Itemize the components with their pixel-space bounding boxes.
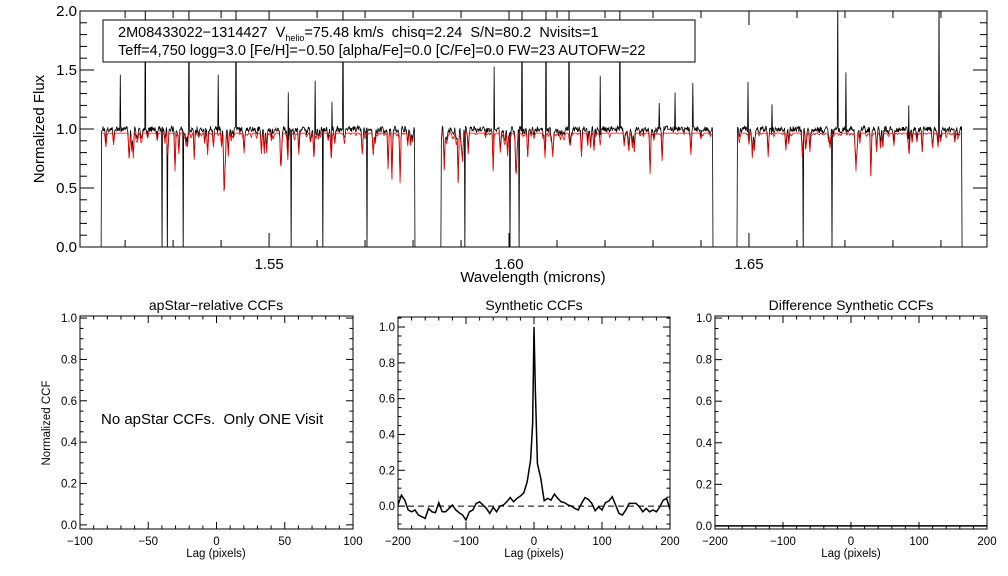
apstar-ccf-panel: apStar−relative CCFs −100 −50 0 50 100 0.0 0.2… bbox=[41, 297, 363, 560]
spectrum-ylabel: Normalized Flux bbox=[31, 74, 48, 183]
x-tick-label: 100 bbox=[592, 536, 611, 548]
no-ccf-annotation: No apStar CCFs. Only ONE Visit bbox=[101, 411, 324, 428]
observed-spectrum-line bbox=[440, 11, 714, 247]
difference-ccf-xlabel: Lag (pixels) bbox=[821, 548, 881, 560]
y-tick-label: 0.4 bbox=[379, 429, 396, 441]
apstar-ccf-xlabel: Lag (pixels) bbox=[186, 548, 246, 560]
y-tick-label: 0.0 bbox=[56, 239, 77, 256]
apstar-ccf-title: apStar−relative CCFs bbox=[149, 297, 283, 313]
y-tick-label: 0.2 bbox=[61, 479, 77, 491]
synthetic-ccf-line bbox=[398, 327, 670, 522]
y-tick-label: 0.4 bbox=[696, 438, 713, 450]
y-tick-label: 0.6 bbox=[61, 396, 77, 408]
x-tick-label: 1.60 bbox=[494, 256, 523, 273]
vhelio-value: =75.48 km/s bbox=[304, 25, 383, 41]
model-spectrum-line bbox=[102, 132, 414, 191]
star-id: 2M08433022−1314427 bbox=[118, 25, 268, 41]
x-tick-label: 0 bbox=[531, 536, 537, 548]
x-tick-label: 0 bbox=[848, 536, 854, 548]
y-tick-label: 0.0 bbox=[61, 520, 77, 532]
x-tick-label: 200 bbox=[977, 536, 996, 548]
x-tick-label: 1.55 bbox=[254, 256, 283, 273]
x-tick-label: −100 bbox=[453, 536, 479, 548]
y-tick-label: 2.0 bbox=[56, 3, 77, 20]
x-tick-label: 100 bbox=[909, 536, 928, 548]
y-tick-label: 0.4 bbox=[61, 437, 78, 449]
x-tick-label: 50 bbox=[278, 536, 291, 548]
spectrum-data bbox=[100, 11, 963, 247]
synthetic-ccf-xlabel: Lag (pixels) bbox=[504, 548, 564, 560]
y-tick-label: 0.6 bbox=[379, 394, 395, 406]
vhelio-label: V bbox=[276, 25, 286, 41]
apstar-ccf-ylabel: Normalized CCF bbox=[41, 381, 53, 466]
y-tick-label: 0.8 bbox=[379, 358, 395, 370]
model-spectrum-line bbox=[442, 132, 712, 184]
y-tick-label: 0.2 bbox=[696, 479, 712, 491]
y-tick-label: 1.0 bbox=[56, 121, 77, 138]
y-tick-label: 1.5 bbox=[56, 62, 77, 79]
apstar-ccf-axes: −100 −50 0 50 100 0.0 0.2 0.4 0.6 0.8 1.0 bbox=[61, 313, 363, 548]
difference-ccf-panel: Difference Synthetic CCFs −200 −100 0 100 20… bbox=[696, 297, 997, 560]
x-tick-label: 0 bbox=[213, 536, 219, 548]
synthetic-ccf-title: Synthetic CCFs bbox=[485, 297, 582, 313]
vhelio-sub: helio bbox=[285, 33, 304, 43]
x-tick-label: −50 bbox=[138, 536, 158, 548]
model-spectrum-line bbox=[738, 132, 961, 177]
signal-to-noise: S/N=80.2 bbox=[470, 25, 531, 41]
nvisits: Nvisits=1 bbox=[539, 25, 598, 41]
y-tick-label: 0.5 bbox=[56, 180, 77, 197]
info-line-1: 2M08433022−1314427 Vhelio=75.48 km/s chi… bbox=[118, 25, 599, 43]
y-tick-label: 0.0 bbox=[379, 501, 395, 513]
y-tick-label: 0.0 bbox=[696, 521, 712, 533]
x-tick-label: −100 bbox=[770, 536, 796, 548]
difference-ccf-title: Difference Synthetic CCFs bbox=[769, 297, 934, 313]
info-line-2: Teff=4,750 logg=3.0 [Fe/H]=−0.50 [alpha/… bbox=[118, 43, 645, 59]
x-tick-label: −200 bbox=[702, 536, 728, 548]
y-tick-label: 0.8 bbox=[61, 354, 77, 366]
x-tick-label: 1.65 bbox=[734, 256, 763, 273]
y-tick-label: 0.8 bbox=[696, 355, 712, 367]
y-tick-label: 0.2 bbox=[379, 465, 395, 477]
synthetic-ccf-panel: Synthetic CCFs −200 −100 0 100 200 0.0 0.2 0.4 0… bbox=[379, 297, 680, 560]
x-tick-label: −200 bbox=[385, 536, 411, 548]
info-box: 2M08433022−1314427 Vhelio=75.48 km/s chi… bbox=[102, 19, 696, 63]
spectrum-xlabel: Wavelength (microns) bbox=[460, 269, 605, 286]
spectrum-panel: 1.55 1.60 1.65 0.0 0.5 1.0 1.5 2.0 Wavelength (… bbox=[31, 3, 988, 286]
x-tick-label: −100 bbox=[67, 536, 93, 548]
y-tick-label: 1.0 bbox=[696, 313, 712, 325]
difference-ccf-axes: −200 −100 0 100 200 0.0 0.2 0.4 0.6 0.8 1.0 bbox=[696, 313, 997, 548]
spectrum-axes: 1.55 1.60 1.65 0.0 0.5 1.0 1.5 2.0 bbox=[56, 3, 988, 273]
x-tick-label: 200 bbox=[660, 536, 679, 548]
synthetic-ccf-axes: −200 −100 0 100 200 0.0 0.2 0.4 0.6 0.8 1.0 bbox=[379, 316, 680, 548]
y-tick-label: 1.0 bbox=[379, 322, 395, 334]
chisq: chisq=2.24 bbox=[392, 25, 463, 41]
y-tick-label: 1.0 bbox=[61, 313, 77, 325]
plot-frame bbox=[714, 315, 988, 530]
observed-spectrum-line bbox=[736, 11, 963, 247]
y-tick-label: 0.6 bbox=[696, 396, 712, 408]
x-tick-label: 100 bbox=[343, 536, 362, 548]
synthetic-ccf-data bbox=[398, 327, 670, 522]
